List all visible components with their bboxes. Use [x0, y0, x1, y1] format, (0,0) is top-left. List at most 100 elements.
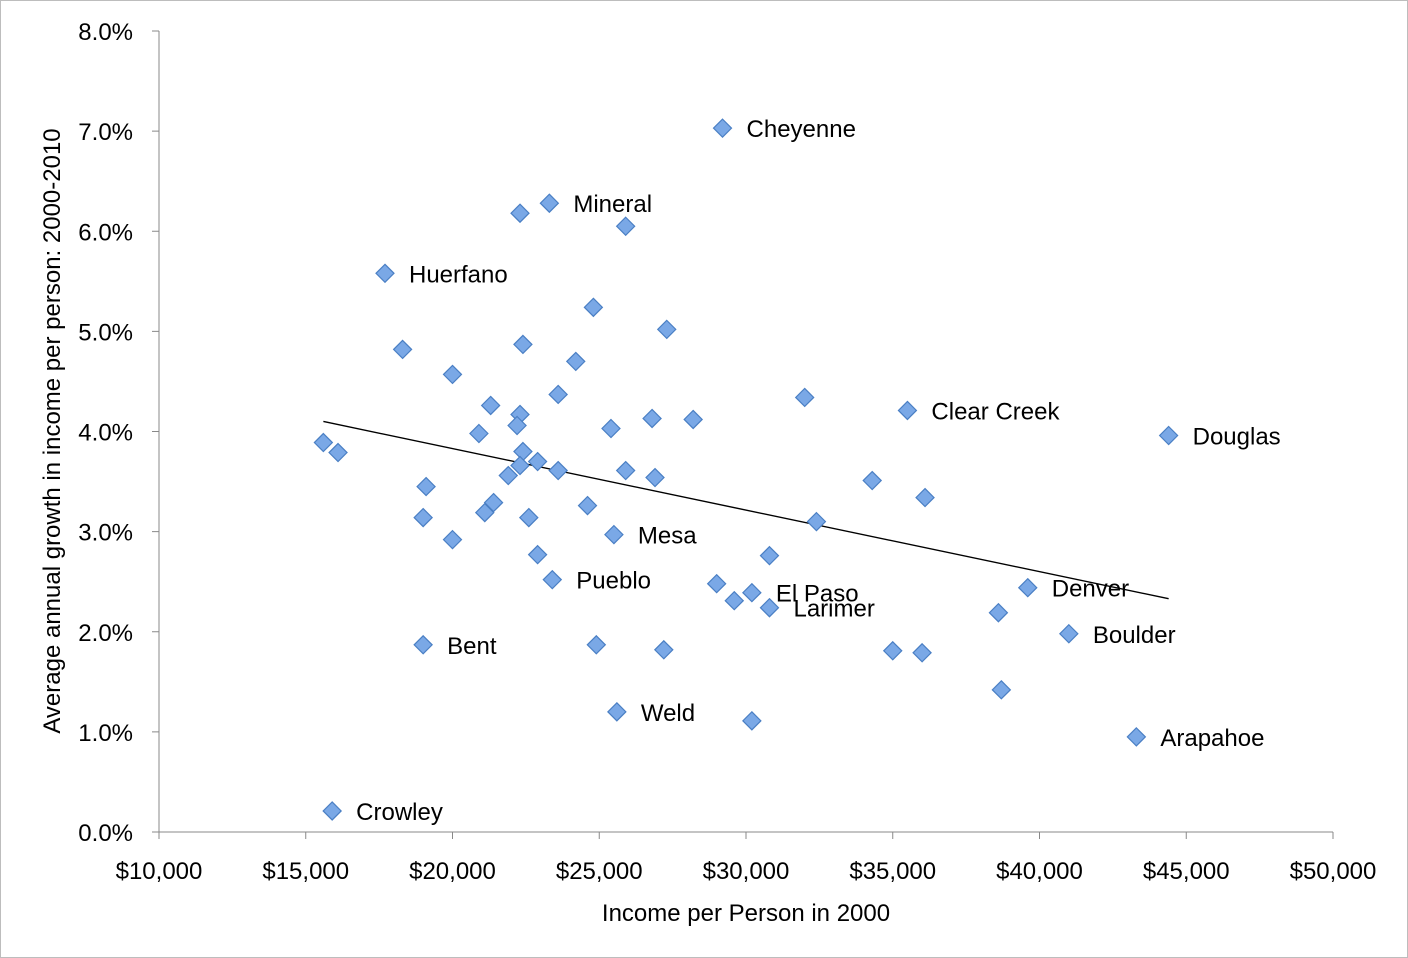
point-label: Pueblo: [576, 568, 651, 595]
data-point: [392, 339, 413, 360]
data-point: [413, 634, 433, 655]
data-point: [413, 507, 433, 528]
data-point: [706, 573, 727, 594]
y-tick-label: 7.0%: [78, 119, 133, 146]
point-label: El Paso: [776, 581, 859, 608]
x-tick-label: $50,000: [1290, 858, 1377, 885]
data-point: [577, 495, 598, 516]
data-point: [645, 467, 665, 488]
x-tick-label: $35,000: [849, 858, 936, 885]
data-point: [375, 263, 395, 284]
data-point: [510, 455, 530, 476]
axes: 0.0% 1.0% 2.0% 3.0% 4.0% 5.0% 6.0% 7.0% 8.0% $10,…: [78, 19, 1376, 885]
x-tick-label: $20,000: [409, 858, 496, 885]
data-point: [586, 634, 607, 655]
data-point: [988, 602, 1009, 623]
data-point: [416, 476, 436, 497]
point-label: Mesa: [638, 523, 697, 550]
y-tick-label: 8.0%: [78, 19, 133, 46]
point-label: Arapahoe: [1160, 725, 1264, 752]
data-point: [897, 400, 918, 421]
data-point: [480, 395, 501, 416]
y-tick-label: 5.0%: [78, 319, 133, 346]
data-point: [527, 544, 548, 565]
data-point: [1059, 623, 1079, 644]
data-point: [724, 590, 745, 611]
data-point: [912, 642, 932, 663]
data-point: [615, 216, 636, 237]
x-tick-label: $15,000: [262, 858, 349, 885]
data-point: [1158, 425, 1179, 446]
data-point: [313, 432, 334, 453]
y-tick-label: 2.0%: [78, 620, 133, 647]
data-point: [712, 118, 733, 138]
data-point: [806, 511, 827, 532]
data-point: [507, 415, 527, 436]
y-axis-title: Average annual growth in income per pers…: [39, 128, 66, 733]
data-point: [615, 460, 636, 481]
data-point: [759, 545, 780, 566]
data-point: [518, 507, 539, 528]
point-labels-group: Cheyenne Mineral Huerfano Clear Creek Dougla…: [356, 116, 1281, 826]
point-label: Clear Creek: [931, 398, 1060, 425]
point-label: Denver: [1052, 576, 1129, 603]
data-point: [759, 597, 780, 618]
data-point: [527, 451, 548, 472]
data-point: [565, 351, 586, 372]
point-label: Weld: [641, 700, 695, 727]
data-point: [1017, 577, 1038, 598]
y-tick-label: 6.0%: [78, 219, 133, 246]
point-label: Bent: [447, 633, 497, 660]
data-point: [542, 569, 563, 590]
data-point: [991, 679, 1012, 700]
x-tick-label: $40,000: [996, 858, 1083, 885]
data-point: [322, 801, 343, 821]
data-point: [548, 384, 569, 405]
data-point: [539, 193, 560, 214]
data-point: [510, 203, 530, 224]
data-point: [548, 460, 569, 481]
point-label: Huerfano: [409, 261, 508, 288]
data-point: [915, 487, 935, 508]
x-axis-title: Income per Person in 2000: [602, 900, 890, 927]
data-point: [474, 502, 495, 523]
data-point: [1126, 727, 1147, 747]
y-tick-label: 1.0%: [78, 720, 133, 747]
data-point: [601, 418, 621, 439]
x-tick-label: $30,000: [703, 858, 790, 885]
data-point: [469, 423, 489, 444]
data-point: [604, 524, 624, 545]
data-point: [442, 364, 463, 385]
x-tick-label: $10,000: [116, 858, 203, 885]
data-point: [513, 334, 533, 355]
data-point: [794, 387, 815, 408]
data-point: [862, 470, 883, 491]
data-point: [683, 409, 704, 430]
y-tick-label: 3.0%: [78, 520, 133, 547]
data-point: [498, 465, 519, 486]
data-point: [442, 529, 463, 550]
data-point: [882, 640, 903, 661]
data-point: [583, 297, 604, 318]
points-group: [313, 118, 1179, 821]
data-point: [656, 319, 677, 340]
point-label: Douglas: [1193, 424, 1281, 451]
x-tick-label: $45,000: [1143, 858, 1230, 885]
trendline: [323, 420, 1169, 600]
data-point: [653, 639, 674, 660]
point-label: Mineral: [573, 191, 652, 218]
point-label: Crowley: [356, 799, 443, 826]
data-point: [742, 711, 762, 731]
y-tick-label: 0.0%: [78, 820, 133, 847]
y-tick-label: 4.0%: [78, 420, 133, 447]
point-label: Cheyenne: [747, 116, 856, 143]
point-label: Boulder: [1093, 622, 1176, 649]
point-label: Larimer: [793, 596, 874, 623]
data-point: [642, 408, 662, 429]
data-point: [607, 702, 627, 722]
x-tick-label: $25,000: [556, 858, 643, 885]
data-point: [513, 441, 533, 462]
data-point: [742, 582, 762, 603]
